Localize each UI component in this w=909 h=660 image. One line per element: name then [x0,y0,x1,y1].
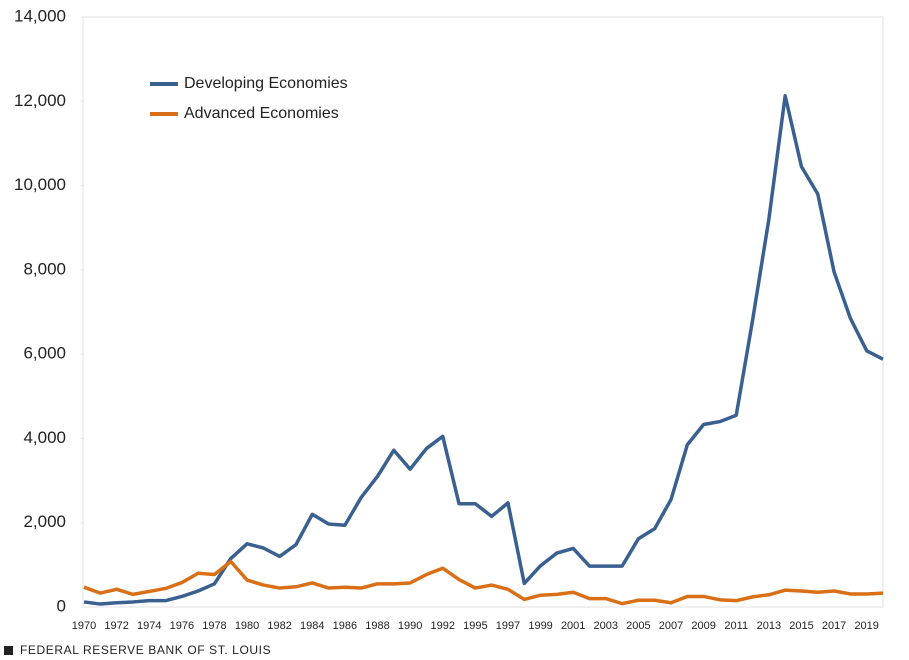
x-tick-label: 1990 [398,620,422,632]
x-tick-label: 1982 [267,620,291,632]
x-tick-label: 2007 [659,620,683,632]
x-tick-label: 1986 [333,620,357,632]
x-tick-label: 1992 [430,620,454,632]
x-tick-label: 1978 [202,620,226,632]
footer-square [4,646,13,655]
x-tick-label: 2003 [594,620,618,632]
series-line [83,559,884,606]
x-tick-label: 1984 [300,620,324,632]
x-tick-label: 1970 [72,620,96,632]
x-tick-label: 2009 [691,620,715,632]
x-tick-label: 1995 [463,620,487,632]
series-line [83,94,884,606]
x-tick-label: 1976 [170,620,194,632]
x-tick-label: 1972 [104,620,128,632]
x-tick-label: 2013 [757,620,781,632]
x-tick-label: 1999 [528,620,552,632]
y-tick-label: 14,000 [14,6,66,25]
x-tick-label: 2011 [724,620,748,632]
x-tick-label: 2019 [854,620,878,632]
y-tick-label: 12,000 [14,91,66,110]
y-tick-label: 6,000 [23,344,66,363]
y-tick-label: 8,000 [23,259,66,278]
x-tick-label: 1980 [235,620,259,632]
x-tick-label: 2001 [561,620,585,632]
footer-source: FEDERAL RESERVE BANK OF ST. LOUIS [20,643,271,657]
y-tick-label: 10,000 [14,175,66,194]
x-tick-label: 2017 [822,620,846,632]
x-tick-label: 1997 [496,620,520,632]
y-tick-label: 0 [57,596,66,615]
plot-frame [82,16,884,608]
x-tick-label: 2015 [789,620,813,632]
y-tick-label: 2,000 [23,512,66,531]
legend-label: Developing Economies [184,75,348,92]
x-tick-label: 1974 [137,620,161,632]
legend-label: Advanced Economies [184,105,339,122]
x-tick-label: 1988 [365,620,389,632]
y-tick-label: 4,000 [23,428,66,447]
x-tick-label: 2005 [626,620,650,632]
